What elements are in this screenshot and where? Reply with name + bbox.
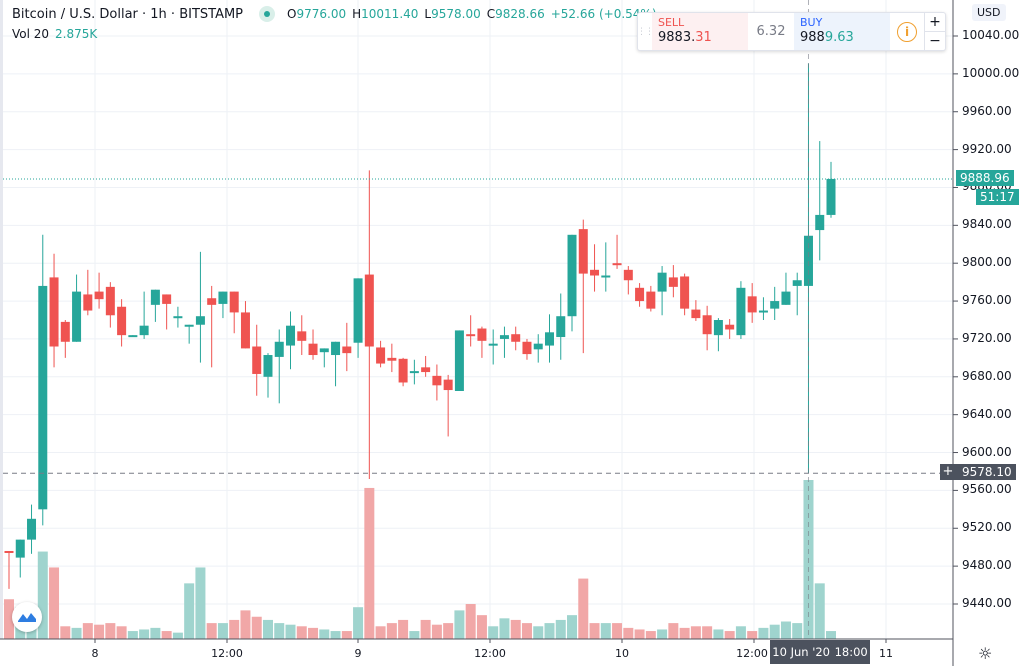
drag-handle-icon[interactable]: ⋮⋮ [637, 26, 654, 37]
symbol-legend: Bitcoin / U.S. Dollar · 1h · BITSTAMP O9… [12, 6, 657, 22]
price-tick-label: 9560.00 [962, 482, 1012, 497]
settings-gear-icon[interactable]: ☼ [978, 644, 993, 663]
time-tick-label: 12:00 [474, 647, 506, 660]
price-tick-label: 9440.00 [962, 596, 1012, 610]
ohlc-open: O9776.00 [287, 7, 347, 21]
buy-label: BUY [800, 16, 823, 29]
crosshair-price-tag: 9578.10 [956, 464, 1016, 480]
spread-value: 6.32 [756, 24, 786, 39]
last-price-tag: 9888.96 [956, 170, 1014, 186]
price-tick-label: 9640.00 [962, 406, 1012, 421]
volume-label: Vol 20 [12, 27, 50, 41]
price-tick-label: 10000.00 [962, 65, 1020, 80]
symbol-title[interactable]: Bitcoin / U.S. Dollar · 1h · BITSTAMP [12, 6, 244, 22]
price-candles [4, 63, 836, 589]
price-tick-label: 9920.00 [962, 141, 1012, 156]
chart-overlays [3, 0, 953, 639]
crosshair-time-tag: 10 Jun '20 18:00 [770, 640, 870, 664]
price-change: +52.66 (+0.54%) [550, 7, 657, 21]
sell-label: SELL [658, 16, 685, 29]
volume-legend[interactable]: Vol 20 2.875K [12, 27, 97, 41]
buy-button[interactable]: BUY 9889.63 [794, 13, 890, 50]
price-tick-label: 9480.00 [962, 558, 1012, 573]
crosshair-date: 10 Jun '20 [772, 645, 830, 659]
increase-button[interactable]: + [925, 13, 945, 32]
price-tick-label: 9600.00 [962, 444, 1012, 459]
price-tick-label: 9760.00 [962, 293, 1012, 308]
price-tick-label: 9680.00 [962, 368, 1012, 383]
sell-price: 9883.31 [658, 30, 712, 45]
price-tick-label: 9840.00 [962, 217, 1012, 232]
info-button[interactable]: i [890, 13, 924, 50]
market-status-icon [259, 6, 276, 22]
time-tick-label: 11 [879, 647, 893, 660]
currency-badge[interactable]: USD [972, 4, 1006, 21]
sell-button[interactable]: SELL 9883.31 [652, 13, 748, 50]
price-tick-label: 9720.00 [962, 330, 1012, 345]
time-tick-label: 12:00 [211, 647, 243, 660]
time-tick-label: 8 [91, 647, 99, 660]
price-tick-label: 9960.00 [962, 103, 1012, 118]
time-tick-label: 12:00 [736, 647, 768, 660]
ohlc-close: C9828.66 [486, 7, 545, 21]
quantity-stepper: + − [924, 13, 945, 50]
ohlc-high: H10011.40 [352, 7, 419, 21]
time-tick-label: 10 [615, 647, 629, 660]
decrease-button[interactable]: − [929, 33, 941, 49]
chart-grid [0, 0, 953, 639]
info-icon: i [897, 21, 917, 42]
price-tick-label: 9520.00 [962, 520, 1012, 535]
price-tick-label: 10040.00 [962, 28, 1020, 42]
crosshair-time: 18:00 [834, 645, 868, 659]
tradingview-logo-icon[interactable] [12, 602, 42, 632]
bar-countdown: 51:17 [976, 189, 1019, 205]
time-tick-label: 9 [354, 647, 362, 660]
buy-sell-widget: ⋮⋮ SELL 9883.31 6.32 BUY 9889.63 i + − [637, 12, 946, 51]
add-alert-button[interactable]: + [940, 464, 956, 480]
buy-price: 9889.63 [800, 30, 854, 45]
ohlc-low: L9578.00 [424, 7, 481, 21]
chart-axes [0, 0, 958, 666]
volume-bars [4, 480, 836, 639]
volume-value: 2.875K [55, 27, 98, 41]
price-tick-label: 9800.00 [962, 255, 1012, 270]
